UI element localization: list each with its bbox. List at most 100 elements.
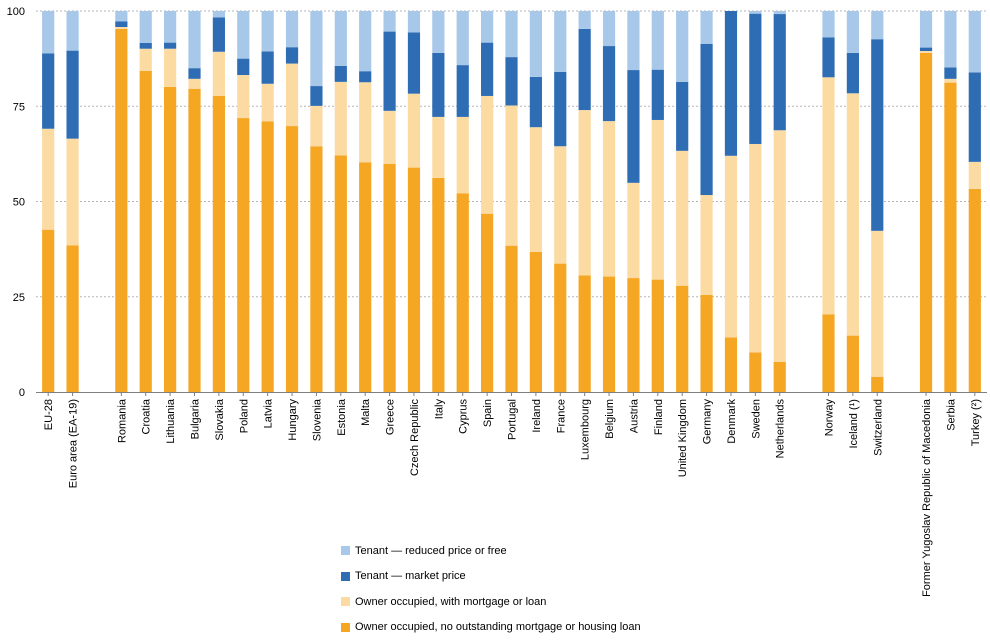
bar-owner-outright — [725, 338, 737, 392]
bar-owner-outright — [554, 264, 566, 392]
bar-tenant-reduced — [286, 11, 298, 47]
bar-owner-outright — [530, 252, 542, 392]
category-label: Former Yugoslav Republic of Macedonia — [921, 398, 933, 597]
bar-tenant-market — [505, 57, 517, 105]
bar-tenant-reduced — [115, 11, 127, 21]
category-label: Spain — [482, 399, 494, 427]
category-label: Croatia — [141, 398, 153, 434]
category-label: Denmark — [726, 399, 738, 444]
category-label: Italy — [433, 399, 445, 420]
bar-tenant-market — [920, 48, 932, 51]
bar-owner-mortgage — [944, 79, 956, 83]
bar-owner-mortgage — [847, 93, 859, 335]
bar-tenant-market — [457, 65, 469, 117]
legend-swatch — [341, 572, 350, 581]
bar-tenant-reduced — [262, 11, 274, 51]
bar-tenant-market — [627, 70, 639, 183]
bar-owner-mortgage — [969, 162, 981, 189]
bar-owner-outright — [164, 87, 176, 392]
bar-tenant-market — [383, 32, 395, 111]
bar-tenant-reduced — [140, 11, 152, 43]
category-label: Luxembourg — [580, 399, 592, 460]
legend-swatch — [341, 546, 350, 555]
bar-owner-outright — [140, 71, 152, 392]
bar-owner-outright — [944, 83, 956, 392]
bar-owner-mortgage — [188, 79, 200, 89]
y-tick-label: 25 — [13, 292, 25, 304]
bar-tenant-market — [237, 59, 249, 75]
category-label: Serbia — [945, 398, 957, 431]
bar-owner-mortgage — [262, 84, 274, 122]
bar-owner-outright — [408, 168, 420, 392]
legend-item-owner-outright: Owner occupied, no outstanding mortgage … — [341, 615, 641, 640]
bar-tenant-reduced — [213, 11, 225, 17]
bar-tenant-market — [262, 51, 274, 83]
legend-swatch — [341, 623, 350, 632]
legend-label: Tenant — market price — [355, 570, 466, 582]
legend-label: Owner occupied, no outstanding mortgage … — [355, 621, 641, 633]
bar-tenant-reduced — [969, 11, 981, 72]
bar-owner-mortgage — [335, 82, 347, 156]
category-label: Greece — [385, 399, 397, 435]
bar-tenant-reduced — [774, 11, 786, 14]
bar-owner-outright — [66, 245, 78, 392]
bar-tenant-reduced — [676, 11, 688, 82]
bar-tenant-reduced — [944, 11, 956, 67]
legend-label: Owner occupied, with mortgage or loan — [355, 596, 546, 608]
bar-owner-outright — [286, 126, 298, 392]
bar-owner-mortgage — [579, 110, 591, 275]
bar-owner-outright — [579, 275, 591, 392]
bar-owner-mortgage — [725, 156, 737, 338]
category-label: Slovakia — [214, 398, 226, 440]
y-tick-label: 75 — [13, 101, 25, 113]
category-label: Norway — [824, 399, 836, 437]
bar-tenant-market — [676, 82, 688, 151]
category-label: France — [555, 399, 567, 433]
category-label: Cyprus — [458, 399, 470, 434]
bar-tenant-market — [335, 66, 347, 82]
bar-owner-mortgage — [383, 111, 395, 164]
bar-tenant-market — [115, 21, 127, 27]
bar-owner-mortgage — [652, 120, 664, 280]
bar-owner-outright — [774, 362, 786, 392]
bar-tenant-reduced — [310, 11, 322, 86]
bar-tenant-market — [530, 77, 542, 127]
bar-owner-outright — [969, 189, 981, 392]
category-label: Austria — [628, 398, 640, 433]
bar-tenant-market — [969, 72, 981, 162]
bar-tenant-reduced — [432, 11, 444, 53]
legend: Tenant — reduced price or free Tenant — … — [341, 538, 641, 640]
category-label: Euro area (EA-19) — [68, 399, 80, 488]
category-label: Malta — [360, 398, 372, 426]
bar-owner-outright — [603, 277, 615, 392]
category-label: Netherlands — [775, 399, 787, 459]
bar-owner-outright — [847, 336, 859, 392]
category-label: Iceland (¹) — [848, 399, 860, 449]
bar-tenant-market — [213, 17, 225, 51]
bar-owner-mortgage — [237, 75, 249, 118]
category-label: EU-28 — [43, 399, 55, 430]
bar-tenant-reduced — [335, 11, 347, 66]
bar-tenant-market — [359, 71, 371, 82]
category-label: Romania — [116, 398, 128, 443]
bar-owner-outright — [359, 162, 371, 392]
category-label: Czech Republic — [409, 399, 421, 477]
bar-tenant-market — [286, 47, 298, 63]
bar-tenant-market — [603, 46, 615, 121]
category-label: Sweden — [750, 399, 762, 439]
bar-tenant-reduced — [847, 11, 859, 53]
bar-owner-outright — [676, 286, 688, 392]
bar-tenant-market — [42, 53, 54, 128]
bar-tenant-reduced — [42, 11, 54, 53]
y-tick-label: 100 — [7, 6, 25, 18]
bar-owner-mortgage — [871, 231, 883, 377]
bar-owner-mortgage — [505, 105, 517, 245]
bar-tenant-reduced — [530, 11, 542, 77]
bar-tenant-market — [408, 32, 420, 93]
bar-tenant-market — [822, 37, 834, 77]
legend-item-tenant-market: Tenant — market price — [341, 564, 641, 590]
bar-tenant-reduced — [822, 11, 834, 37]
bar-owner-mortgage — [676, 151, 688, 286]
bar-owner-outright — [335, 155, 347, 392]
